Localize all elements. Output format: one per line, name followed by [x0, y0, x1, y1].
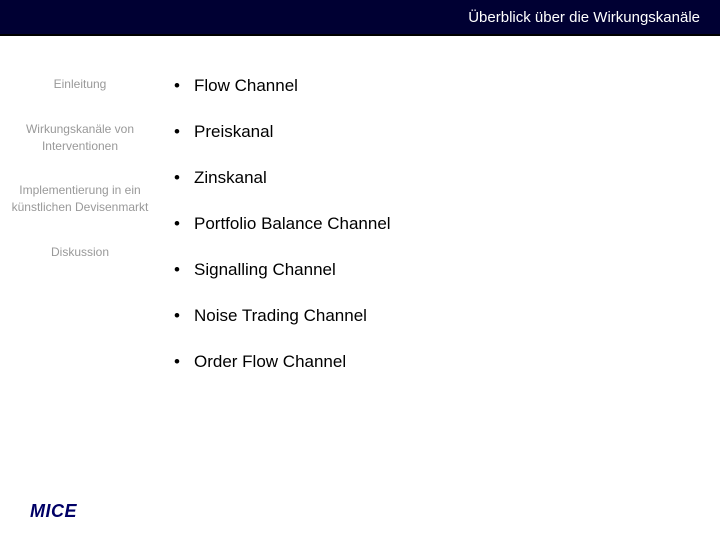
header-bar: Überblick über die Wirkungskanäle — [0, 0, 720, 36]
bullet-item: Order Flow Channel — [170, 352, 720, 372]
sidebar: Einleitung Wirkungskanäle von Interventi… — [0, 76, 160, 398]
bullet-item: Zinskanal — [170, 168, 720, 188]
bullet-list: Flow Channel Preiskanal Zinskanal Portfo… — [170, 76, 720, 372]
nav-item-einleitung: Einleitung — [8, 76, 152, 93]
bullet-item: Signalling Channel — [170, 260, 720, 280]
nav-item-wirkungskanaele: Wirkungskanäle von Interventionen — [8, 121, 152, 155]
bullet-item: Portfolio Balance Channel — [170, 214, 720, 234]
slide-title: Überblick über die Wirkungskanäle — [468, 9, 700, 26]
main-content: Flow Channel Preiskanal Zinskanal Portfo… — [160, 76, 720, 398]
bullet-item: Noise Trading Channel — [170, 306, 720, 326]
nav-item-implementierung: Implementierung in ein künstlichen Devis… — [8, 182, 152, 216]
bullet-item: Flow Channel — [170, 76, 720, 96]
content-area: Einleitung Wirkungskanäle von Interventi… — [0, 76, 720, 398]
bullet-item: Preiskanal — [170, 122, 720, 142]
logo: MICE — [30, 501, 77, 522]
nav-item-diskussion: Diskussion — [8, 244, 152, 261]
